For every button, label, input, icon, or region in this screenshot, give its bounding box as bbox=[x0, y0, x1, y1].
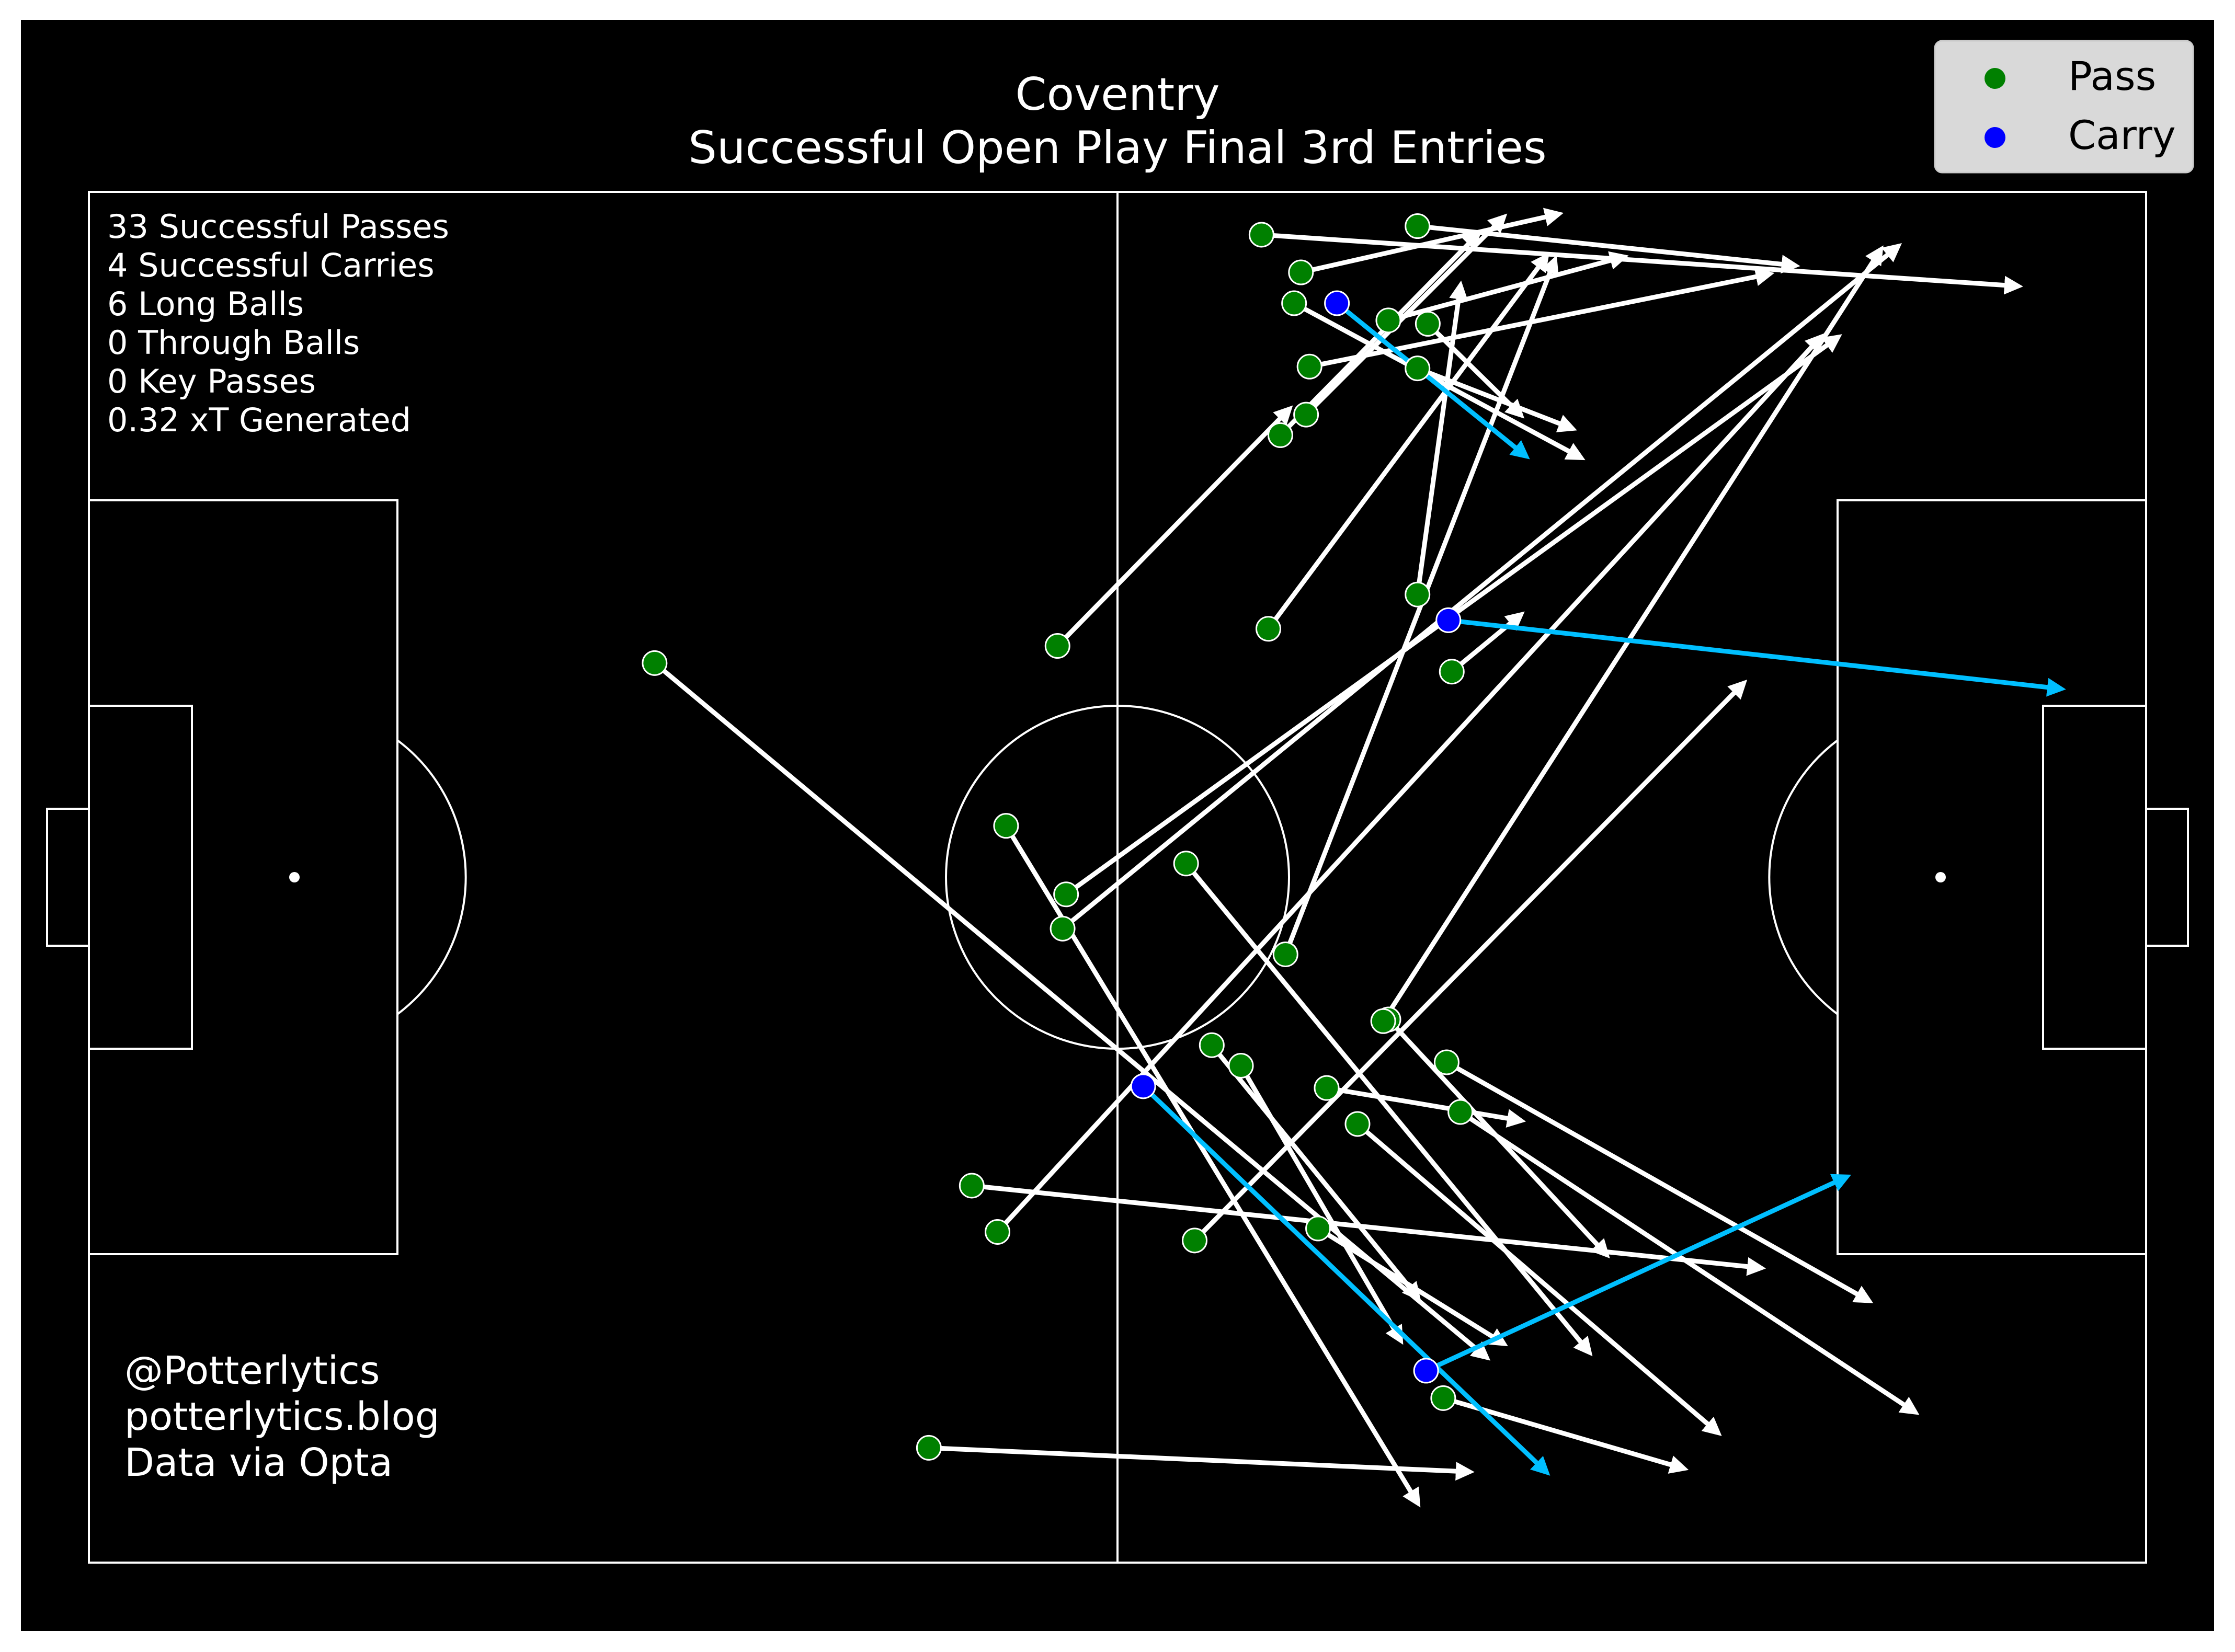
credit-handle: @Potterlytics bbox=[124, 1348, 380, 1393]
pass-start-point-32 bbox=[1305, 1215, 1331, 1242]
pass-arrow-22 bbox=[1210, 1043, 1421, 1302]
pass-start-point-4 bbox=[1281, 290, 1307, 316]
pass-arrow-12 bbox=[1266, 252, 1550, 630]
pass-arrow-20 bbox=[1283, 255, 1559, 956]
right-penalty-arc bbox=[1768, 739, 1839, 1015]
pass-arrow-11 bbox=[1415, 280, 1468, 595]
stat-long-balls: 6 Long Balls bbox=[107, 285, 304, 323]
pass-arrow-7 bbox=[1309, 267, 1775, 369]
right-goal bbox=[2145, 808, 2189, 947]
carry-start-point-1 bbox=[1324, 290, 1350, 316]
pass-arrow-32 bbox=[1317, 1226, 1508, 1347]
stat-successful-passes: 33 Successful Passes bbox=[107, 208, 449, 246]
event-markers bbox=[642, 213, 1474, 1461]
legend-carry-label: Carry bbox=[2068, 112, 2176, 158]
pass-start-point-9 bbox=[1293, 401, 1319, 428]
pass-arrow-19 bbox=[1184, 862, 1593, 1357]
pass-start-point-15 bbox=[642, 650, 668, 676]
pass-start-point-28 bbox=[1370, 1008, 1396, 1034]
credit-data-source: Data via Opta bbox=[124, 1440, 393, 1485]
pass-start-point-26 bbox=[1447, 1099, 1474, 1125]
pass-arrow-3 bbox=[1300, 208, 1564, 275]
pass-start-point-16 bbox=[993, 813, 1019, 839]
pass-start-point-1 bbox=[1248, 222, 1274, 248]
pass-arrow-28 bbox=[1381, 245, 1884, 1023]
pass-arrow-18 bbox=[1061, 243, 1902, 931]
pass-start-point-24 bbox=[1433, 1049, 1459, 1075]
pass-arrow-24 bbox=[1445, 1060, 1874, 1303]
pass-start-point-3 bbox=[1288, 259, 1314, 285]
pass-arrow-4 bbox=[1293, 301, 1586, 461]
pass-start-point-20 bbox=[1272, 941, 1298, 967]
stat-xt-generated: 0.32 xT Generated bbox=[107, 401, 411, 439]
pass-arrow-1 bbox=[1261, 232, 2023, 295]
chart-title: Coventry bbox=[1016, 68, 1220, 121]
stat-successful-carries: 4 Successful Carries bbox=[107, 246, 435, 284]
pass-arrow-13 bbox=[1056, 405, 1293, 648]
left-goal bbox=[46, 808, 90, 947]
stats-block: 33 Successful Passes 4 Successful Carrie… bbox=[107, 208, 449, 439]
stat-key-passes: 0 Key Passes bbox=[107, 362, 316, 400]
pass-arrow-27 bbox=[1356, 1122, 1722, 1436]
legend-carry-marker bbox=[1985, 127, 2005, 148]
legend-pass-marker bbox=[1985, 68, 2005, 89]
pass-arrow-5 bbox=[1387, 251, 1629, 323]
pass-start-point-17 bbox=[1053, 881, 1079, 908]
chart-subtitle: Successful Open Play Final 3rd Entries bbox=[688, 122, 1546, 174]
pass-arrow-33 bbox=[929, 1445, 1475, 1481]
pass-start-point-10 bbox=[1267, 422, 1293, 448]
left-penalty-spot bbox=[289, 872, 300, 882]
pass-start-point-14 bbox=[1439, 659, 1465, 685]
pass-start-point-11 bbox=[1405, 581, 1431, 607]
pass-start-point-18 bbox=[1050, 915, 1076, 942]
pass-start-point-27 bbox=[1344, 1111, 1371, 1137]
event-lines bbox=[653, 208, 2066, 1508]
pass-arrow-25 bbox=[1326, 1085, 1526, 1128]
pass-start-point-19 bbox=[1173, 851, 1199, 877]
pass-arrow-15 bbox=[653, 661, 1491, 1361]
pass-start-point-7 bbox=[1296, 353, 1322, 380]
pass-start-point-30 bbox=[985, 1219, 1011, 1245]
pass-start-point-5 bbox=[1375, 307, 1401, 334]
stat-through-balls: 0 Through Balls bbox=[107, 324, 360, 362]
pass-start-point-2 bbox=[1405, 213, 1431, 239]
pass-start-point-12 bbox=[1255, 616, 1281, 642]
legend-pass-label: Pass bbox=[2068, 53, 2156, 99]
pass-arrow-14 bbox=[1450, 611, 1525, 674]
carry-arrow-2 bbox=[1448, 617, 2066, 697]
credit-website: potterlytics.blog bbox=[124, 1394, 440, 1439]
carry-start-point-3 bbox=[1130, 1073, 1156, 1099]
pass-arrow-16 bbox=[1004, 824, 1421, 1508]
carry-arrow-3 bbox=[1142, 1084, 1550, 1476]
carry-start-point-4 bbox=[1413, 1358, 1439, 1384]
pass-start-point-8 bbox=[1405, 355, 1431, 382]
pass-start-point-34 bbox=[1430, 1385, 1456, 1411]
carry-arrow-1 bbox=[1335, 301, 1530, 460]
pass-start-point-13 bbox=[1044, 633, 1070, 659]
pitch bbox=[46, 191, 2189, 1564]
pass-arrow-8 bbox=[1417, 366, 1577, 432]
pass-start-point-22 bbox=[1199, 1032, 1225, 1058]
credits: @Potterlytics potterlytics.blog Data via… bbox=[124, 1348, 440, 1485]
pass-start-point-25 bbox=[1314, 1075, 1340, 1101]
pass-start-point-6 bbox=[1415, 311, 1441, 337]
pass-arrow-31 bbox=[1193, 679, 1748, 1242]
left-penalty-arc bbox=[396, 739, 467, 1015]
legend: Pass Carry bbox=[1934, 40, 2194, 174]
pass-start-point-23 bbox=[1228, 1053, 1254, 1079]
pass-start-point-31 bbox=[1182, 1227, 1208, 1254]
carry-start-point-2 bbox=[1435, 607, 1462, 633]
carry-arrow-4 bbox=[1425, 1174, 1852, 1373]
pass-start-point-29 bbox=[959, 1173, 985, 1199]
right-penalty-spot bbox=[1935, 872, 1946, 882]
pass-arrow-23 bbox=[1239, 1064, 1404, 1345]
pass-arrow-29 bbox=[971, 1183, 1766, 1276]
pass-start-point-33 bbox=[916, 1435, 942, 1461]
